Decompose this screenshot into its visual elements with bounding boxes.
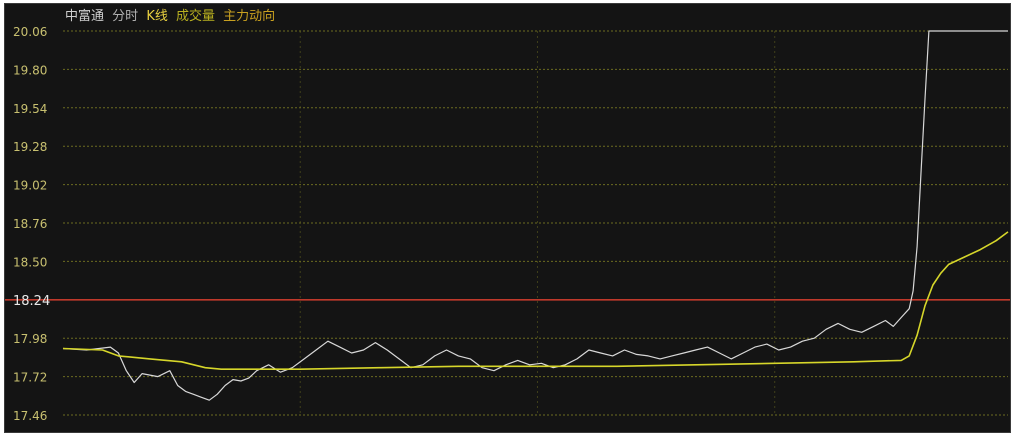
y-tick-label: 17.98 [13, 332, 47, 346]
y-tick-label: 19.02 [13, 179, 47, 193]
chart-frame: 中富通 分时 K线 成交量 主力动向 20.06 19.80 19.54 19.28 1… [4, 3, 1011, 433]
y-tick-label: 18.50 [13, 255, 47, 269]
intraday-chart: 20.06 19.80 19.54 19.28 19.02 18.76 18.50 18.24… [5, 25, 1010, 423]
y-tick-label: 19.54 [13, 102, 47, 116]
tab-main-force[interactable]: 主力动向 [223, 9, 276, 24]
y-tick-label: 17.72 [13, 371, 47, 385]
chart-legend: 中富通 分时 K线 成交量 主力动向 [65, 8, 279, 26]
stock-name: 中富通 [65, 9, 105, 24]
price-line [62, 30, 1008, 401]
average-price-line [62, 231, 1009, 370]
y-tick-label: 18.76 [13, 217, 47, 231]
tab-kline[interactable]: K线 [146, 9, 168, 24]
y-tick-label: 17.46 [13, 409, 47, 423]
y-tick-label: 19.28 [13, 140, 47, 154]
y-tick-label: 19.80 [13, 63, 47, 77]
y-tick-label: 18.24 [13, 294, 50, 309]
tab-minute[interactable]: 分时 [112, 9, 139, 24]
tab-volume[interactable]: 成交量 [175, 9, 215, 24]
y-tick-label: 20.06 [13, 25, 47, 39]
